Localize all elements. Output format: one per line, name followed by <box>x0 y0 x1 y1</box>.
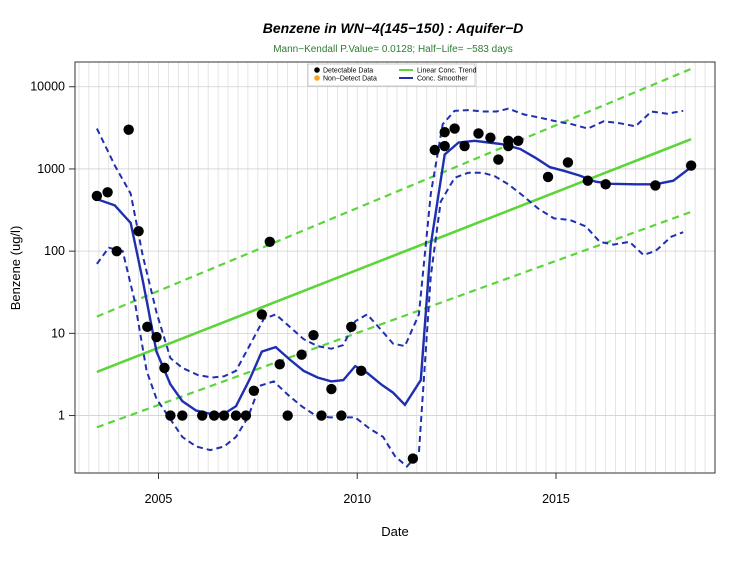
data-point <box>459 140 470 152</box>
data-point <box>493 154 504 165</box>
data-point <box>159 362 170 374</box>
data-point <box>133 225 144 237</box>
data-point <box>562 157 574 168</box>
data-point <box>650 180 661 191</box>
data-point <box>264 236 275 247</box>
data-point <box>503 140 514 152</box>
y-axis-label: Benzene (ug/l) <box>8 226 23 311</box>
data-point <box>142 321 153 333</box>
data-points <box>91 123 697 464</box>
data-point <box>326 383 337 395</box>
trend-lower-bound-line <box>96 210 692 429</box>
data-point <box>485 132 496 143</box>
data-point <box>308 329 319 341</box>
data-point <box>429 144 440 156</box>
data-point <box>91 190 103 202</box>
y-tick-label: 10 <box>51 326 65 340</box>
conc-smoother-line <box>96 139 692 415</box>
data-point <box>111 245 122 257</box>
plot-frame <box>74 61 716 474</box>
x-tick-label: 2015 <box>542 492 570 506</box>
y-tick-label: 1 <box>58 409 65 423</box>
x-axis-label: Date <box>381 524 408 539</box>
legend-label: Linear Conc. Trend <box>417 68 477 75</box>
data-point <box>218 410 230 421</box>
data-point <box>296 349 307 360</box>
smoother-lower-band-line <box>96 171 684 468</box>
data-point <box>230 410 242 421</box>
data-point <box>165 410 176 421</box>
data-point <box>274 359 285 370</box>
legend-marker <box>314 67 320 73</box>
y-tick-label: 100 <box>44 244 65 258</box>
data-point <box>439 140 450 152</box>
legend-marker <box>314 75 320 81</box>
data-point <box>336 410 347 421</box>
y-tick-label: 1000 <box>37 162 65 176</box>
data-point <box>582 175 593 186</box>
data-point <box>439 126 450 138</box>
y-tick-label: 10000 <box>30 80 65 94</box>
data-point <box>197 410 208 421</box>
data-point <box>177 410 188 421</box>
data-point <box>407 453 419 464</box>
data-point <box>248 385 260 396</box>
data-point <box>240 410 252 421</box>
data-point <box>542 171 554 183</box>
chart-subtitle: Mann−Kendall P.Value= 0.0128; Half−Life=… <box>273 44 513 55</box>
x-axis: 2005 2010 2015 <box>145 473 570 506</box>
legend-label: Conc. Smoother <box>417 76 468 83</box>
data-point <box>316 410 327 421</box>
data-point <box>102 187 113 198</box>
data-point <box>256 309 268 320</box>
y-axis: 1 10 100 1000 10000 <box>30 80 75 423</box>
data-point <box>449 123 460 134</box>
data-point <box>513 135 524 146</box>
data-point <box>473 128 484 139</box>
x-tick-label: 2005 <box>145 492 173 506</box>
data-point <box>346 321 357 333</box>
legend-label: Detectable Data <box>323 68 373 75</box>
smoother-lines <box>96 107 692 468</box>
data-point <box>123 124 134 135</box>
trend-upper-bound-line <box>96 67 692 318</box>
data-point <box>208 410 220 421</box>
legend-label: Non−Detect Data <box>323 76 377 83</box>
chart-title: Benzene in WN−4(145−150) : Aquifer−D <box>263 20 524 36</box>
data-point <box>356 365 367 377</box>
x-tick-label: 2010 <box>343 492 371 506</box>
data-point <box>151 331 162 343</box>
legend-box <box>307 63 476 87</box>
linear-trend-line <box>96 137 692 374</box>
data-point <box>685 160 697 171</box>
data-point <box>600 179 611 190</box>
data-point <box>282 410 293 421</box>
smoother-upper-band-line <box>96 107 684 379</box>
